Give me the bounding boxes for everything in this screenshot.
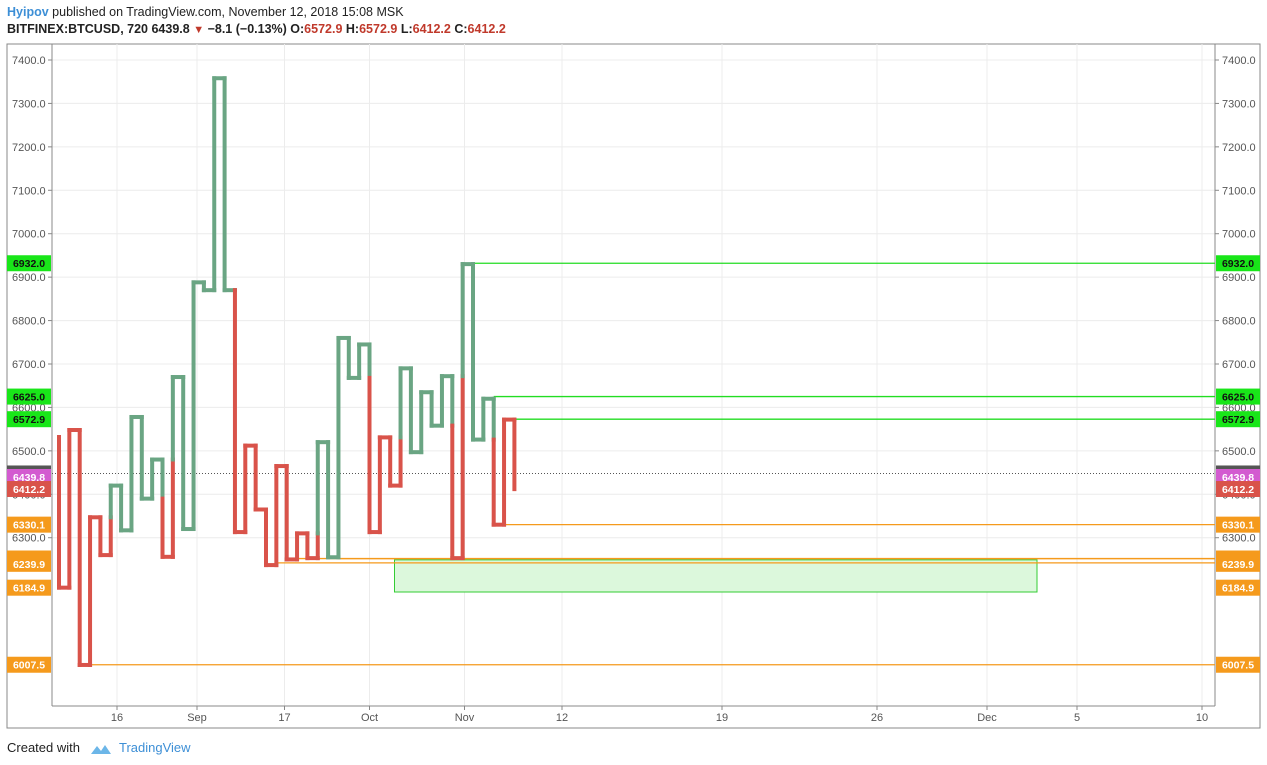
price-badge-left [7, 579, 51, 596]
chart-frame [6, 43, 1261, 729]
close-label: C: [454, 22, 468, 36]
low-value: 6412.2 [412, 22, 451, 36]
price-badge-label-left: 6239.9 [13, 559, 45, 571]
price-badge-left [7, 480, 51, 497]
price-badge-left [7, 388, 51, 405]
y-tick-label-right: 7000.0 [1222, 229, 1256, 241]
price-badge-right [1216, 555, 1260, 572]
published-text: published on TradingView.com, November 1… [52, 5, 404, 19]
price-badge-label-right: 6412.2 [1222, 484, 1254, 496]
axes [51, 44, 1216, 707]
x-tick-label: 10 [1196, 712, 1208, 724]
last-price: 6439.8 [151, 22, 190, 36]
x-tick-label: 12 [556, 712, 568, 724]
price-badge-label-right: 6007.5 [1222, 660, 1254, 672]
price-badge-left [7, 255, 51, 272]
open-value: 6572.9 [304, 22, 343, 36]
price-badge-label-left: 6572.9 [13, 414, 45, 426]
x-tick-label: 5 [1074, 712, 1080, 724]
price-change: −8.1 (−0.13%) [207, 22, 287, 36]
y-tick-label-right: 7400.0 [1222, 55, 1256, 67]
x-tick-label: Sep [187, 712, 207, 724]
x-tick-label: 17 [278, 712, 290, 724]
low-label: L: [400, 22, 413, 36]
price-badge-right [1216, 480, 1260, 497]
y-tick-label-right: 7200.0 [1222, 142, 1256, 154]
x-tick-label: 26 [871, 712, 883, 724]
author-name[interactable]: Hyipov [7, 5, 49, 19]
price-badge-label-left: 6007.5 [13, 660, 45, 672]
y-tick-label-right: 6700.0 [1222, 359, 1256, 371]
price-badge-label-right: 6625.0 [1222, 392, 1254, 404]
down-triangle-icon: ▼ [193, 24, 205, 36]
kagi-series [57, 76, 517, 667]
y-tick-label-right: 6900.0 [1222, 272, 1256, 284]
price-badge-label-left: 6412.2 [13, 484, 45, 496]
created-with-label: Created with [7, 740, 80, 755]
symbol-name: BITFINEX:BTCUSD, 720 [7, 22, 148, 36]
y-tick-label-left: 6800.0 [12, 316, 46, 328]
price-badge-right [1216, 411, 1260, 428]
price-badge-label-right: 6932.0 [1222, 258, 1254, 270]
footer: Created with TradingView [7, 740, 191, 756]
y-tick-label-left: 7000.0 [12, 229, 46, 241]
price-badge-right [1216, 579, 1260, 596]
y-tick-label-right: 7300.0 [1222, 98, 1256, 110]
price-badge-left [7, 411, 51, 428]
y-tick-label-left: 7400.0 [12, 55, 46, 67]
y-tick-label-left: 7300.0 [12, 98, 46, 110]
x-tick-label: Oct [361, 712, 378, 724]
y-tick-label-right: 6800.0 [1222, 316, 1256, 328]
high-value: 6572.9 [359, 22, 398, 36]
price-badge-label-left: 6932.0 [13, 258, 45, 270]
price-badge-right [1216, 255, 1260, 272]
price-badge-label-right: 6572.9 [1222, 414, 1254, 426]
symbol-legend: BITFINEX:BTCUSD, 720 6439.8 ▼ −8.1 (−0.1… [7, 22, 506, 36]
y-tick-label-left: 7100.0 [12, 185, 46, 197]
price-badges: 6932.06932.06625.06625.06572.96572.96447… [7, 255, 1260, 673]
x-tick-label: 19 [716, 712, 728, 724]
tradingview-logo-icon [90, 744, 111, 754]
open-label: O: [290, 22, 305, 36]
x-tick-label: Nov [455, 712, 475, 724]
price-badge-left [7, 516, 51, 533]
price-badge-right [1216, 388, 1260, 405]
high-label: H: [345, 22, 360, 36]
target-zone-rect [394, 559, 1038, 593]
kagi-chart[interactable]: 6300.06300.06400.06400.06500.06500.06600… [0, 0, 1267, 740]
chart-attribution: Hyipov published on TradingView.com, Nov… [7, 5, 404, 19]
grid [52, 44, 1215, 706]
y-tick-label-left: 6500.0 [12, 446, 46, 458]
y-tick-label-right: 6500.0 [1222, 446, 1256, 458]
y-axis-ticks: 6300.06300.06400.06400.06500.06500.06600… [12, 55, 1256, 545]
y-tick-label-left: 6300.0 [12, 533, 46, 545]
close-value: 6412.2 [467, 22, 506, 36]
x-tick-label: 16 [111, 712, 123, 724]
target-zone [394, 559, 1038, 593]
tradingview-link[interactable]: TradingView [119, 740, 191, 755]
y-tick-label-left: 7200.0 [12, 142, 46, 154]
price-badge-right [1216, 656, 1260, 673]
price-badge-label-left: 6330.1 [13, 520, 45, 532]
horizontal-levels [52, 262, 1215, 666]
price-badge-label-right: 6184.9 [1222, 583, 1254, 595]
price-badge-label-right: 6330.1 [1222, 520, 1254, 532]
y-tick-label-left: 6900.0 [12, 272, 46, 284]
price-badge-label-left: 6184.9 [13, 583, 45, 595]
price-badge-label-right: 6239.9 [1222, 559, 1254, 571]
price-badge-right [1216, 516, 1260, 533]
y-tick-label-right: 6300.0 [1222, 533, 1256, 545]
y-tick-label-left: 6700.0 [12, 359, 46, 371]
price-badge-left [7, 656, 51, 673]
y-tick-label-right: 7100.0 [1222, 185, 1256, 197]
price-badge-left [7, 555, 51, 572]
x-tick-label: Dec [977, 712, 997, 724]
x-axis-ticks: 16 Sep 17 Oct Nov 12 19 26 Dec 5 10 [111, 706, 1208, 724]
price-badge-label-left: 6625.0 [13, 392, 45, 404]
